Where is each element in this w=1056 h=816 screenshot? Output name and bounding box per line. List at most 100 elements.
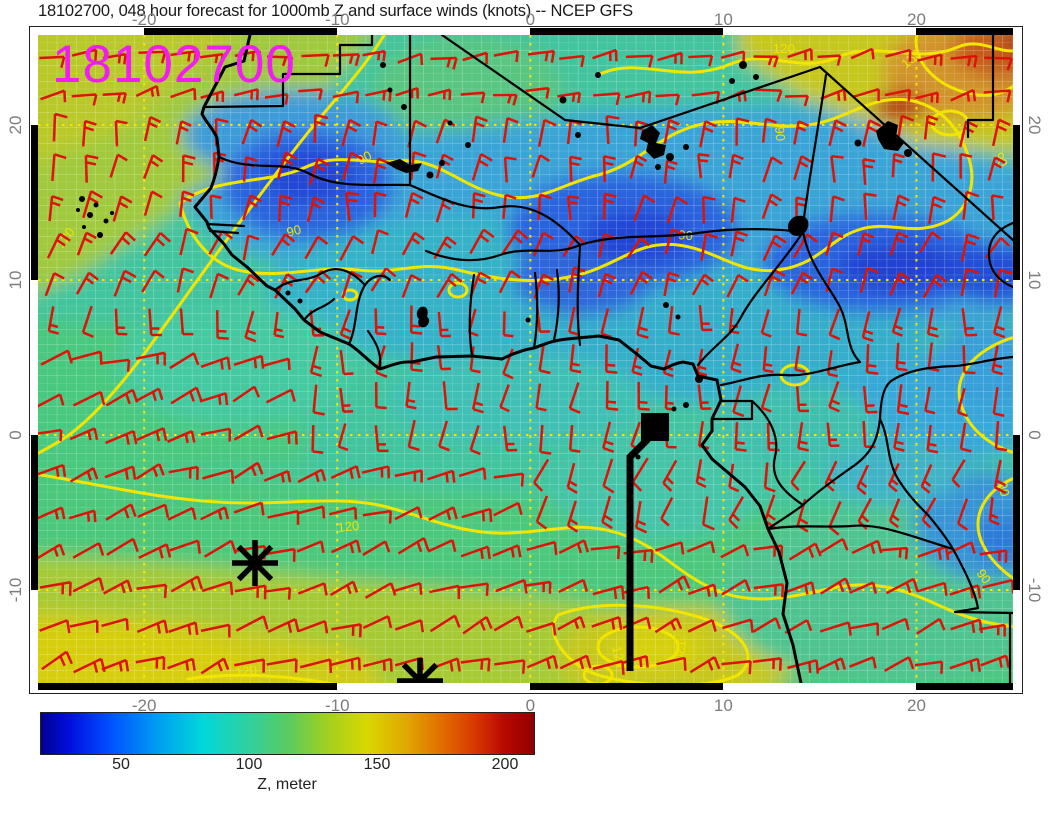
- wind-barb: [395, 86, 419, 99]
- wind-barb: [47, 306, 60, 335]
- wind-barb: [861, 311, 874, 343]
- wind-barb: [104, 465, 137, 480]
- wind-barb: [728, 153, 744, 179]
- wind-barb: [101, 617, 129, 631]
- wind-barb: [819, 621, 852, 636]
- wind-barb: [961, 308, 978, 337]
- wind-barb: [926, 307, 939, 338]
- wind-barb: [102, 92, 127, 104]
- wind-barb: [471, 115, 488, 143]
- wind-barb: [891, 307, 903, 337]
- wind-barb: [297, 582, 328, 596]
- axis-tick-top: -10: [324, 10, 350, 29]
- wind-barb: [265, 388, 296, 404]
- wind-barb: [849, 581, 878, 594]
- wind-barb: [233, 501, 265, 516]
- wind-barb: [267, 55, 294, 69]
- wind-barb: [559, 54, 585, 68]
- axis-tick-right: 0: [1025, 430, 1044, 440]
- wind-barb: [493, 472, 525, 487]
- wind-barb: [857, 232, 875, 257]
- wind-barb: [304, 235, 329, 260]
- wind-barb: [332, 90, 360, 104]
- wind-barb: [992, 386, 1005, 417]
- wind-barb: [364, 582, 397, 599]
- wind-barb: [339, 387, 354, 413]
- wind-barb: [987, 156, 1006, 181]
- wind-barb: [263, 470, 292, 483]
- wind-barb: [626, 237, 651, 259]
- contour-label: 90: [354, 148, 374, 168]
- wind-barb: [664, 228, 684, 255]
- wind-barb: [339, 235, 365, 261]
- wind-barb: [76, 231, 97, 256]
- axis-tick-bottom: 20: [906, 696, 926, 715]
- wind-barb: [471, 382, 484, 414]
- map-outer-frame: [29, 26, 1023, 694]
- figure-title: 18102700, 048 hour forecast for 1000mb Z…: [38, 2, 633, 20]
- wind-barb: [926, 424, 939, 454]
- map-border-right: [1013, 35, 1020, 683]
- wind-barb: [881, 617, 910, 631]
- asterisk-marker: [232, 540, 278, 586]
- wind-barb: [983, 89, 1012, 103]
- map-area: 120 90 90 90 90 120 150 90 90 90 120 120 120 120: [38, 35, 1013, 683]
- wind-barb: [362, 49, 387, 62]
- wind-barb: [722, 618, 754, 633]
- wind-barb: [850, 47, 875, 60]
- wind-barb: [884, 88, 912, 102]
- wind-barb: [884, 656, 915, 672]
- wind-barb: [601, 495, 613, 530]
- wind-barb: [730, 196, 746, 223]
- wind-barb: [795, 308, 808, 337]
- wind-barb: [342, 151, 363, 180]
- wind-barb: [794, 345, 806, 373]
- wind-barb: [915, 91, 939, 104]
- wind-barb: [660, 496, 674, 527]
- wind-barb: [394, 506, 423, 521]
- wind-barb: [101, 658, 130, 672]
- wind-barb: [697, 153, 710, 179]
- wind-barb: [428, 506, 458, 522]
- contour-label: 120: [773, 41, 795, 56]
- axis-tick-bottom: -10: [324, 696, 350, 715]
- wind-barb: [234, 658, 266, 673]
- wind-barb: [39, 619, 71, 634]
- wind-barb: [916, 53, 943, 66]
- wind-barb: [635, 501, 648, 534]
- wind-barb: [138, 50, 167, 64]
- wind-barb: [828, 119, 847, 147]
- wind-barb: [48, 195, 64, 222]
- wind-barb: [170, 49, 198, 63]
- wind-barb: [263, 586, 292, 600]
- wind-barb: [52, 112, 68, 142]
- wind-barb: [345, 191, 360, 222]
- wind-barb: [69, 427, 99, 441]
- wind-barb: [919, 231, 942, 254]
- wind-barb: [143, 154, 164, 180]
- wind-barb: [538, 343, 551, 375]
- wind-barb: [921, 497, 937, 529]
- wind-barb: [624, 90, 652, 104]
- wind-barb: [848, 656, 877, 669]
- wind-barb: [862, 119, 882, 148]
- wind-barb: [244, 310, 257, 343]
- wind-barb: [276, 119, 296, 148]
- wind-barb: [51, 153, 67, 182]
- wind-barb: [602, 192, 617, 220]
- wind-barb: [471, 153, 493, 181]
- wind-barb: [537, 193, 552, 221]
- wind-barb: [469, 425, 481, 456]
- wind-barb: [397, 536, 430, 555]
- wind-barb: [862, 421, 876, 449]
- z-contours: [38, 35, 1013, 683]
- wind-barb: [176, 267, 194, 293]
- wind-barb: [984, 56, 1013, 71]
- wind-barb: [592, 48, 618, 62]
- wind-barb: [502, 348, 514, 380]
- wind-barb: [200, 427, 232, 442]
- wind-barb: [959, 422, 972, 453]
- wind-barb: [992, 305, 1006, 339]
- wind-barb: [558, 539, 590, 555]
- map-border-bottom: [38, 683, 1013, 690]
